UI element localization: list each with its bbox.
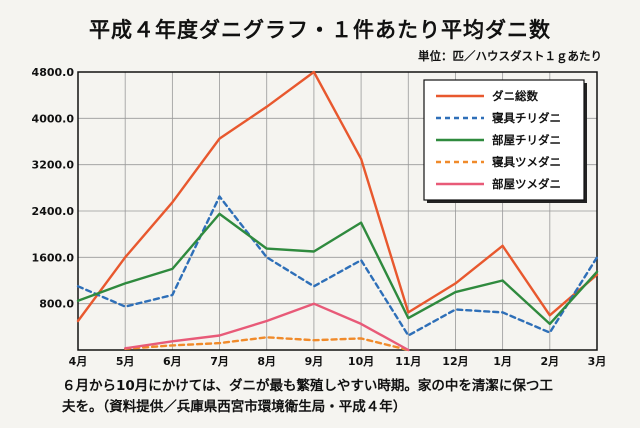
y-tick-label: 1600.0 [32, 251, 75, 264]
series-line-2 [76, 195, 599, 337]
legend-label: 寝具ツメダニ [492, 155, 561, 169]
y-axis-ticks: 800.0 1600.0 2400.0 3200.0 4000.0 4800.0 [32, 66, 75, 311]
y-tick-label: 4000.0 [32, 112, 75, 125]
x-tick-label: 1月 [493, 355, 512, 368]
x-tick-label: 3月 [588, 355, 607, 368]
series-lines [76, 70, 599, 352]
y-tick-label: 3200.0 [32, 159, 75, 172]
y-tick-label: 2400.0 [32, 205, 75, 218]
caption-line-2: 夫を。（資料提供／兵庫県西宮市環境衛生局・平成４年） [62, 399, 407, 415]
plot-frame [77, 71, 598, 351]
x-tick-label: 4月 [69, 355, 88, 368]
x-tick-label: 6月 [163, 355, 182, 368]
legend-label: 部屋ツメダニ [492, 177, 561, 191]
series-line-4 [124, 336, 410, 352]
x-tick-label: 12月 [442, 355, 468, 368]
series-line-3 [76, 212, 599, 326]
x-axis-ticks: 4月 5月 6月 7月 8月 9月 10月 11月 12月 1月 2月 3月 [69, 355, 607, 368]
x-tick-label: 10月 [348, 355, 374, 368]
legend-label: ダニ総数 [492, 89, 538, 103]
x-tick-label: 7月 [210, 355, 229, 368]
caption-line-1: ６月から10月にかけては、ダニが最も繁殖しやすい時期。家の中を清潔に保つ工 [62, 378, 553, 394]
legend-label: 寝具チリダニ [492, 111, 561, 125]
caption: ６月から10月にかけては、ダニが最も繁殖しやすい時期。家の中を清潔に保つ工 夫を… [62, 376, 622, 418]
x-tick-label: 8月 [257, 355, 276, 368]
x-tick-label: 2月 [540, 355, 559, 368]
chart-title: 平成４年度ダニグラフ・１件あたり平均ダニ数 [89, 18, 551, 42]
x-tick-label: 11月 [395, 355, 421, 368]
y-tick-label: 4800.0 [32, 66, 75, 79]
x-tick-label: 9月 [305, 355, 324, 368]
series-line-5 [124, 302, 410, 352]
x-tick-label: 5月 [116, 355, 135, 368]
y-tick-label: 800.0 [39, 298, 74, 311]
series-line-1 [76, 70, 599, 323]
legend-label: 部屋チリダニ [492, 133, 561, 147]
line-chart: 800.0 1600.0 2400.0 3200.0 4000.0 4800.0 4月 5月… [32, 66, 607, 368]
unit-label: 単位：匹／ハウスダスト１ｇあたり [418, 49, 602, 63]
